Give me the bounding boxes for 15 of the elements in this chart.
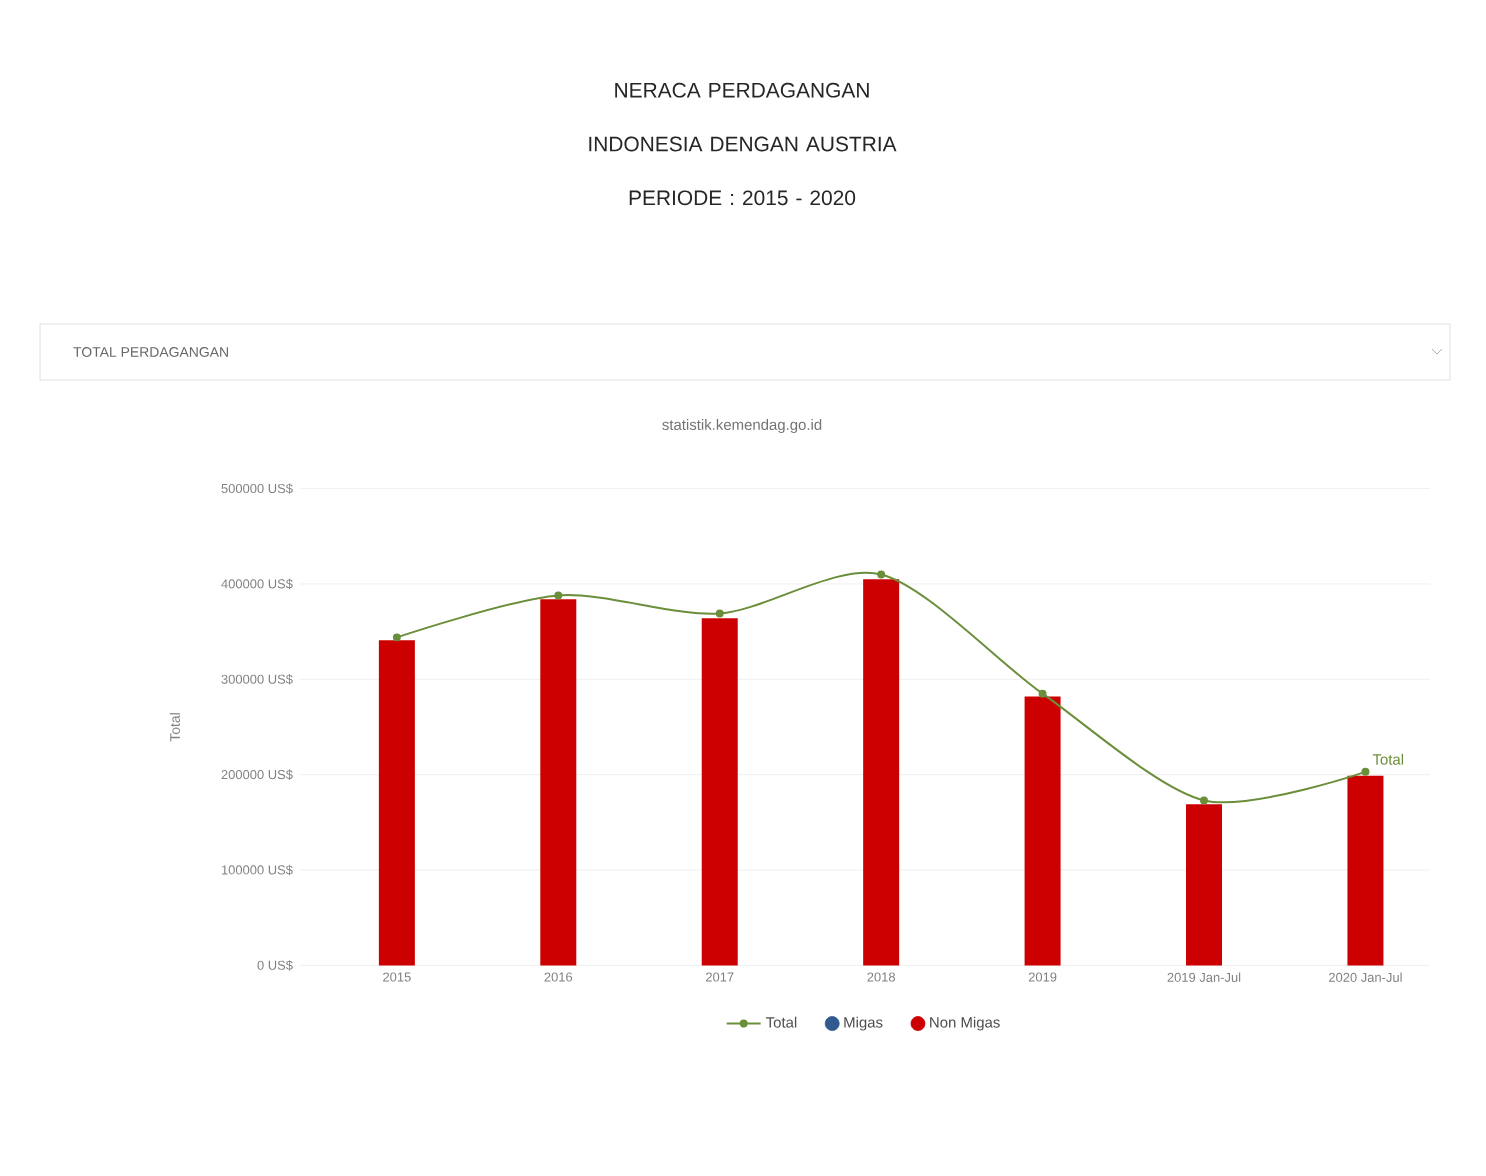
point: [1038, 689, 1047, 698]
bar: [1024, 696, 1061, 966]
point: [877, 570, 886, 579]
bar: [1347, 775, 1384, 966]
bar: [1186, 804, 1223, 966]
point: [1200, 796, 1209, 805]
point: [392, 633, 401, 642]
point: [715, 609, 724, 618]
chart-title: NERACA PERDAGANGAN INDONESIA DENGAN AUSTRIA PERIODE : 2015 - 2020: [589, 82, 897, 206]
bar: [378, 640, 415, 966]
point: [1361, 767, 1370, 776]
bar: [701, 618, 738, 966]
point: [554, 591, 563, 600]
bar: [540, 599, 577, 966]
bar: [863, 579, 900, 966]
